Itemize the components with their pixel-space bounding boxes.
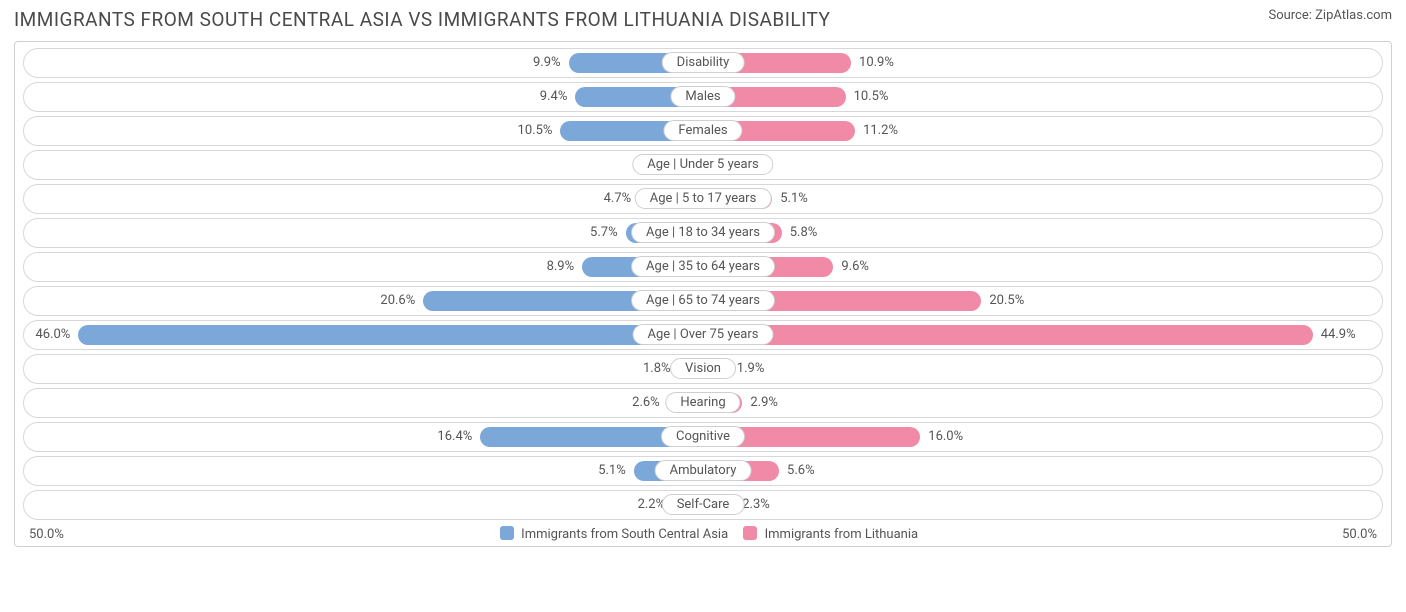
chart-row: 16.4% 16.0% Cognitive bbox=[23, 422, 1383, 452]
legend-swatch-left bbox=[500, 526, 514, 540]
category-label: Vision bbox=[670, 358, 736, 379]
chart-row: 5.1% 5.6% Ambulatory bbox=[23, 456, 1383, 486]
value-right: 5.1% bbox=[780, 185, 808, 213]
chart-title: IMMIGRANTS FROM SOUTH CENTRAL ASIA VS IM… bbox=[14, 8, 830, 31]
value-right: 10.5% bbox=[854, 83, 889, 111]
category-label: Ambulatory bbox=[655, 460, 752, 481]
value-left: 16.4% bbox=[437, 423, 472, 451]
category-label: Age | Over 75 years bbox=[633, 324, 774, 345]
value-left: 46.0% bbox=[35, 321, 70, 349]
value-left: 4.7% bbox=[604, 185, 632, 213]
category-label: Age | 5 to 17 years bbox=[635, 188, 772, 209]
chart-row: 46.0% 44.9% Age | Over 75 years bbox=[23, 320, 1383, 350]
category-label: Cognitive bbox=[661, 426, 745, 447]
value-left: 8.9% bbox=[547, 253, 575, 281]
category-label: Age | 35 to 64 years bbox=[631, 256, 775, 277]
category-label: Males bbox=[670, 86, 735, 107]
chart-row: 1.8% 1.9%Vision bbox=[23, 354, 1383, 384]
value-right: 11.2% bbox=[863, 117, 898, 145]
legend-swatch-right bbox=[743, 526, 757, 540]
chart-row: 9.9% 10.9% Disability bbox=[23, 48, 1383, 78]
value-right: 5.8% bbox=[790, 219, 818, 247]
value-left: 5.1% bbox=[598, 457, 626, 485]
chart-container: 9.9% 10.9% Disability 9.4% 10.5% Males 10.5% 11… bbox=[14, 41, 1392, 547]
chart-row: 8.9% 9.6% Age | 35 to 64 years bbox=[23, 252, 1383, 282]
rows-container: 9.9% 10.9% Disability 9.4% 10.5% Males 10.5% 11… bbox=[23, 48, 1383, 520]
chart-footer: 50.0% Immigrants from South Central Asia… bbox=[23, 524, 1383, 542]
value-left: 1.8% bbox=[643, 355, 671, 383]
chart-row: 9.4% 10.5% Males bbox=[23, 82, 1383, 112]
legend-label-left: Immigrants from South Central Asia bbox=[521, 527, 728, 542]
category-label: Age | 18 to 34 years bbox=[631, 222, 775, 243]
value-right: 2.9% bbox=[750, 389, 778, 417]
category-label: Age | 65 to 74 years bbox=[631, 290, 775, 311]
value-left: 5.7% bbox=[590, 219, 618, 247]
chart-row: 10.5% 11.2% Females bbox=[23, 116, 1383, 146]
value-right: 1.9% bbox=[737, 355, 765, 383]
value-left: 2.6% bbox=[632, 389, 660, 417]
category-label: Females bbox=[663, 120, 742, 141]
category-label: Self-Care bbox=[662, 494, 745, 515]
header: IMMIGRANTS FROM SOUTH CENTRAL ASIA VS IM… bbox=[0, 0, 1406, 35]
chart-row: 1.0%1.3%Age | Under 5 years bbox=[23, 150, 1383, 180]
value-right: 20.5% bbox=[989, 287, 1024, 315]
axis-max-left: 50.0% bbox=[23, 527, 64, 542]
value-right: 9.6% bbox=[841, 253, 869, 281]
category-label: Disability bbox=[662, 52, 745, 73]
value-left: 9.4% bbox=[540, 83, 568, 111]
chart-row: 4.7% 5.1% Age | 5 to 17 years bbox=[23, 184, 1383, 214]
legend: Immigrants from South Central Asia Immig… bbox=[64, 526, 1342, 542]
value-right: 44.9% bbox=[1321, 321, 1356, 349]
category-label: Age | Under 5 years bbox=[632, 154, 773, 175]
value-left: 10.5% bbox=[518, 117, 553, 145]
value-right: 5.6% bbox=[787, 457, 815, 485]
legend-label-right: Immigrants from Lithuania bbox=[765, 527, 918, 542]
value-right: 10.9% bbox=[859, 49, 894, 77]
value-left: 20.6% bbox=[380, 287, 415, 315]
axis-max-right: 50.0% bbox=[1342, 527, 1383, 542]
chart-row: 2.2%2.3%Self-Care bbox=[23, 490, 1383, 520]
value-right: 2.3% bbox=[742, 491, 770, 519]
chart-row: 20.6% 20.5% Age | 65 to 74 years bbox=[23, 286, 1383, 316]
category-label: Hearing bbox=[665, 392, 740, 413]
bar-left bbox=[78, 325, 703, 345]
source-label: Source: ZipAtlas.com bbox=[1268, 8, 1392, 23]
value-right: 16.0% bbox=[928, 423, 963, 451]
value-left: 9.9% bbox=[533, 49, 561, 77]
chart-row: 2.6% 2.9% Hearing bbox=[23, 388, 1383, 418]
chart-row: 5.7% 5.8% Age | 18 to 34 years bbox=[23, 218, 1383, 248]
bar-right bbox=[703, 325, 1313, 345]
